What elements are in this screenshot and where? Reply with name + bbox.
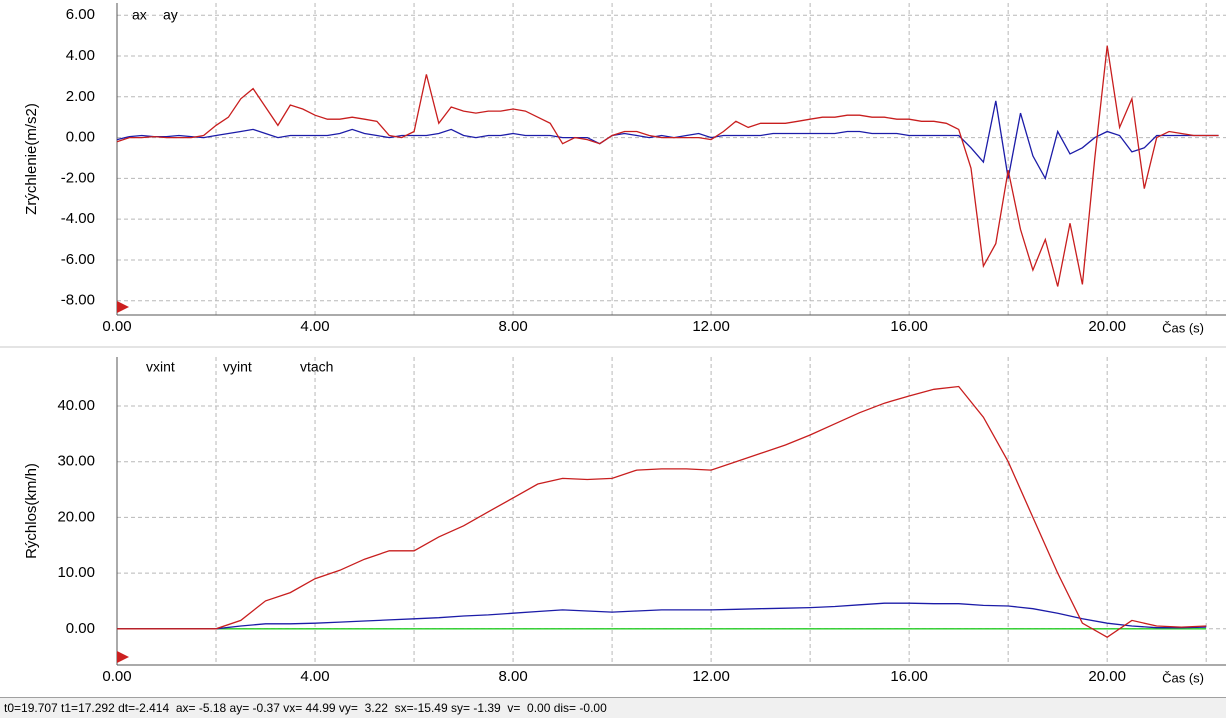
- x-tick-label: 16.00: [890, 668, 928, 685]
- legend-label: vyint: [223, 359, 252, 375]
- y-tick-label: -2.00: [61, 169, 95, 186]
- y-axis-label: Rýchlos(km/h): [23, 463, 40, 559]
- y-tick-label: 0.00: [66, 129, 95, 146]
- series-line: [116, 45, 1219, 287]
- y-tick-label: 20.00: [57, 508, 95, 525]
- y-tick-label: 4.00: [66, 47, 95, 64]
- y-tick-label: 10.00: [57, 564, 95, 581]
- y-tick-label: 2.00: [66, 88, 95, 105]
- charts: 6.00 4.00 2.00 0.00 -2.00 -4.00 -6.00 -8.00 0.00…: [0, 0, 1226, 697]
- x-tick-label: 20.00: [1088, 668, 1126, 685]
- x-tick-label: 8.00: [498, 318, 527, 335]
- x-tick-label: 12.00: [692, 668, 730, 685]
- legend-label: vtach: [300, 359, 333, 375]
- x-tick-label: 8.00: [498, 668, 527, 685]
- status-bar: t0=19.707 t1=17.292 dt=-2.414 ax= -5.18 …: [0, 697, 1226, 718]
- x-tick-label: 0.00: [102, 318, 131, 335]
- x-axis-label: Čas (s): [1162, 320, 1204, 335]
- legend-label: ay: [163, 7, 178, 23]
- x-tick-label: 0.00: [102, 668, 131, 685]
- y-tick-label: -6.00: [61, 251, 95, 268]
- legend-label: ax: [132, 7, 147, 23]
- series-line: [117, 602, 1207, 630]
- x-tick-label: 20.00: [1088, 318, 1126, 335]
- y-tick-label: 40.00: [57, 397, 95, 414]
- cursor-marker: [117, 301, 129, 313]
- cursor-marker: [117, 651, 129, 663]
- y-tick-label: 30.00: [57, 453, 95, 470]
- x-tick-label: 4.00: [300, 318, 329, 335]
- x-tick-label: 4.00: [300, 668, 329, 685]
- background: [0, 0, 1226, 697]
- y-tick-label: 6.00: [66, 6, 95, 23]
- legend-label: vxint: [146, 359, 175, 375]
- series-line: [116, 100, 1219, 181]
- x-axis-label: Čas (s): [1162, 670, 1204, 685]
- series-line: [117, 385, 1207, 638]
- y-tick-label: -8.00: [61, 292, 95, 309]
- y-tick-label: 0.00: [66, 620, 95, 637]
- y-axis-label: Zrýchlenie(m/s2): [23, 103, 40, 215]
- x-tick-label: 12.00: [692, 318, 730, 335]
- y-tick-label: -4.00: [61, 210, 95, 227]
- x-tick-label: 16.00: [890, 318, 928, 335]
